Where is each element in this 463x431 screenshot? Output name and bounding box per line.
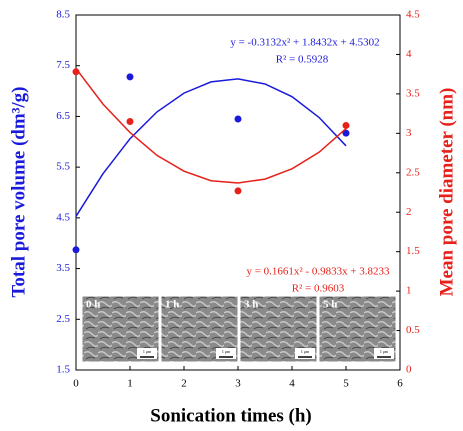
- y-tick-label: 7.5: [56, 59, 70, 71]
- fit-r2: R² = 0.9603: [292, 283, 345, 295]
- point: [234, 187, 242, 195]
- fit-curve: [75, 78, 347, 217]
- scale-label: 1 μm: [222, 349, 231, 354]
- x-tick-label: 2: [181, 378, 187, 390]
- inset-label: 5 h: [323, 299, 337, 311]
- sem-image: [81, 295, 160, 363]
- y-tick-label: 5.5: [56, 161, 70, 173]
- y2-tick-label: 3: [406, 127, 412, 139]
- scale-box: [216, 348, 236, 359]
- y-tick-label: 4.5: [56, 211, 70, 223]
- y2-tick-label: 4: [406, 48, 412, 60]
- x-tick-label: 3: [235, 378, 241, 390]
- point: [72, 68, 80, 76]
- x-tick-label: 6: [397, 378, 403, 390]
- x-axis-label: Sonication times (h): [150, 405, 312, 426]
- fit-curve: [75, 68, 347, 184]
- y2-tick-label: 2: [406, 206, 412, 218]
- point: [342, 121, 350, 129]
- y2-axis-label: Mean pore diameter (nm): [436, 88, 457, 297]
- fit-equation: y = -0.3132x² + 1.8432x + 4.5302: [230, 37, 379, 49]
- x-tick-label: 4: [289, 378, 295, 390]
- y-axis-label: Total pore volume (dm³/g): [8, 86, 29, 297]
- point: [234, 115, 242, 123]
- x-tick-label: 5: [343, 378, 349, 390]
- inset-label: 1 h: [165, 299, 179, 311]
- point: [342, 129, 350, 137]
- fit-r2: R² = 0.5928: [276, 54, 329, 66]
- y-tick-label: 6.5: [56, 110, 70, 122]
- inset-label: 3 h: [244, 299, 258, 311]
- point: [126, 73, 134, 81]
- scale-label: 1 μm: [380, 349, 389, 354]
- scale-box: [137, 348, 157, 359]
- y2-tick-label: 0: [406, 364, 412, 376]
- plot-frame: [75, 14, 401, 371]
- scale-box: [374, 348, 394, 359]
- point: [126, 118, 134, 125]
- scale-label: 1 μm: [143, 349, 152, 354]
- y-tick-label: 8.5: [56, 9, 70, 21]
- inset-label: 0 h: [86, 299, 100, 311]
- y-tick-label: 1.5: [56, 364, 70, 376]
- y-tick-label: 3.5: [56, 262, 70, 274]
- point: [72, 246, 80, 254]
- x-tick-label: 1: [127, 378, 133, 390]
- x-tick-label: 0: [73, 378, 79, 390]
- y2-tick-label: 2.5: [406, 166, 420, 178]
- scale-label: 1 μm: [301, 349, 310, 354]
- y2-tick-label: 4.5: [406, 9, 420, 21]
- y2-tick-label: 1: [406, 285, 412, 297]
- fit-equation: y = 0.1661x² - 0.9833x + 3.8233: [246, 266, 390, 278]
- y2-tick-label: 0.5: [406, 324, 420, 336]
- y2-tick-label: 3.5: [406, 87, 420, 99]
- y2-tick-label: 1.5: [406, 245, 420, 257]
- y-tick-label: 2.5: [56, 313, 70, 325]
- scale-box: [295, 348, 315, 359]
